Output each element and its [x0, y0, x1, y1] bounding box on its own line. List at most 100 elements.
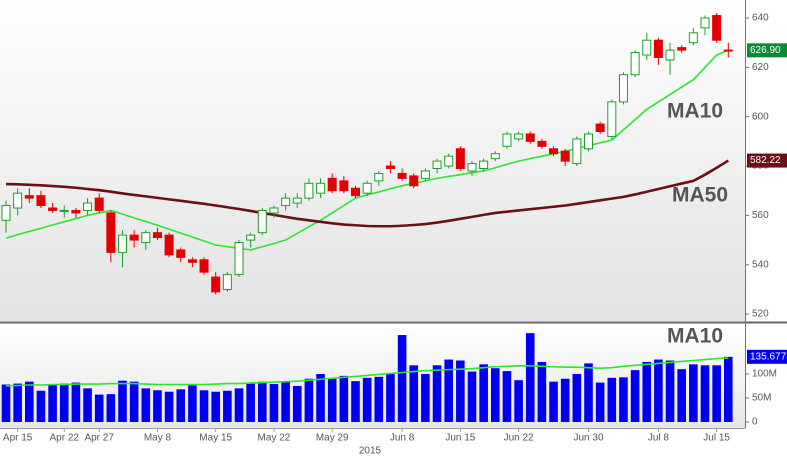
candle-body [118, 234, 127, 253]
volume-bar [549, 381, 558, 422]
candle-body [374, 172, 384, 182]
volume-bar [223, 390, 232, 422]
candle-body [653, 39, 663, 58]
volume-bar [94, 394, 104, 422]
candle-body [560, 150, 570, 162]
candle-body [83, 202, 93, 211]
volume-bar [199, 390, 209, 422]
candle-body [723, 49, 733, 52]
x-tick-label: May 22 [258, 433, 291, 444]
x-tick-label: Jun 15 [445, 433, 475, 444]
volume-bar [374, 376, 384, 422]
candle-body [420, 170, 430, 179]
volume-bar [444, 359, 453, 422]
volume-bar [537, 361, 547, 422]
candle-body [444, 155, 454, 167]
x-tick-label: Apr 27 [84, 433, 114, 444]
candle-body [432, 160, 442, 170]
y-tick-label: 540 [752, 259, 769, 270]
volume-bar [689, 364, 698, 422]
volume-bar [642, 361, 652, 422]
volume-bar [432, 365, 442, 422]
volume-bar [677, 369, 686, 422]
candle-body [106, 212, 116, 253]
volume-bar [456, 360, 465, 422]
candle-body [304, 182, 314, 199]
volume-bar [281, 381, 290, 422]
volume-bar [467, 371, 477, 422]
x-tick-label: May 8 [144, 433, 172, 444]
candle-body [525, 133, 535, 142]
candle-body [24, 195, 34, 199]
volume-bar [362, 377, 372, 422]
candle-body [164, 234, 174, 256]
y-tick-label: 520 [752, 309, 769, 320]
candle-body [490, 153, 500, 160]
candle-body [316, 182, 326, 194]
volume-bar [479, 364, 488, 422]
candle-body [502, 133, 512, 147]
candle-body [152, 232, 162, 239]
volume-bar [292, 385, 302, 422]
line [5, 159, 729, 228]
volume-bar [234, 388, 244, 422]
volume-bar [304, 378, 314, 422]
volume-bar [106, 394, 116, 422]
candle-body [71, 209, 81, 214]
candle-body [584, 133, 593, 150]
y-tick-label: 50M [752, 393, 771, 404]
volume-bar [48, 385, 57, 422]
candle-body [36, 195, 46, 207]
last-close-label: 626.90 [750, 45, 781, 56]
candle-body [257, 209, 267, 234]
volume-bar [258, 381, 267, 422]
ma10-annotation: MA10 [667, 100, 723, 123]
volume-bar [327, 378, 337, 422]
candle-body [467, 163, 477, 172]
candle-body [292, 197, 302, 204]
candle-body [700, 17, 710, 29]
volume-bar [246, 382, 255, 422]
volume-bar [153, 390, 162, 422]
candle-body [572, 138, 582, 165]
volume-bar [630, 370, 640, 422]
volume-bar [129, 381, 139, 422]
volume-bar [211, 391, 220, 422]
volume-bar [176, 389, 186, 422]
x-tick-label: Jun 8 [390, 433, 415, 444]
candle-body [222, 274, 232, 290]
candle-body [688, 32, 698, 44]
candle-body [677, 47, 687, 51]
last-close-label-box [747, 43, 787, 58]
volume-bar [409, 365, 419, 422]
volume-bar [572, 373, 582, 422]
volume-bar [665, 360, 675, 422]
candle-body [595, 123, 605, 133]
x-tick-label: Jun 22 [504, 433, 534, 444]
ma50-annotation: MA50 [672, 184, 728, 207]
x-tick-label: Jul 8 [648, 433, 670, 444]
volume-bar [141, 388, 151, 422]
candle-body [1, 205, 11, 221]
candle-body [13, 192, 23, 209]
volume-bar [13, 383, 22, 422]
volume-bar [421, 373, 430, 422]
y-tick-label: 0 [752, 417, 758, 428]
candle-body [269, 207, 279, 214]
volume-bar [351, 381, 360, 422]
candle-body [479, 160, 489, 170]
volume-bar [188, 385, 197, 422]
volume-bar [724, 356, 733, 422]
candle-body [351, 187, 360, 197]
ma50-last-label: 582.22 [750, 155, 781, 166]
candle-body [549, 148, 559, 155]
candle-body [409, 175, 419, 187]
candle-body [385, 165, 395, 170]
volume-bar [491, 368, 500, 422]
x-tick-label: Apr 22 [50, 433, 80, 444]
volume-bar [164, 391, 174, 422]
volume-bar [654, 359, 663, 422]
volume-bar [397, 335, 407, 422]
volume-bar [595, 382, 605, 422]
